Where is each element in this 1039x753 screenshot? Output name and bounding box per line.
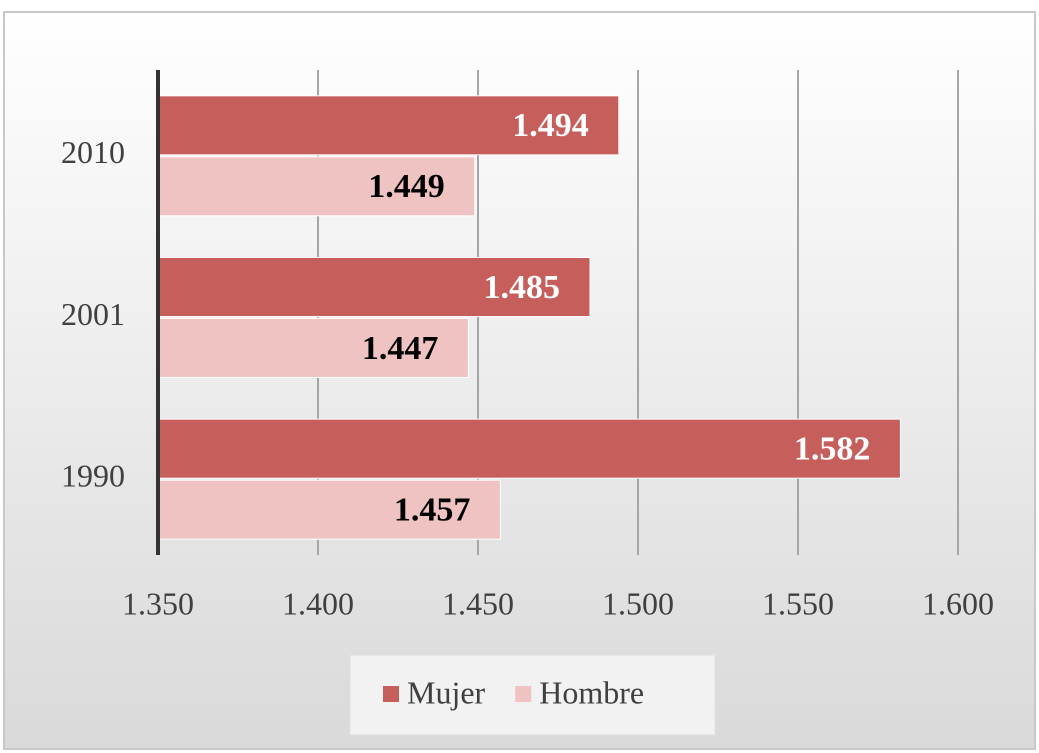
legend-swatch: [383, 686, 399, 702]
data-label: 1.449: [368, 168, 445, 205]
bar: [157, 257, 591, 317]
data-label: 1.494: [512, 107, 589, 144]
legend-box: [349, 654, 716, 736]
legend-label: Hombre: [539, 674, 644, 710]
bar: [157, 418, 901, 479]
data-label: 1.582: [794, 430, 871, 467]
data-label: 1.447: [362, 330, 439, 367]
x-tick-label: 1.350: [122, 585, 194, 621]
bar: [157, 318, 469, 378]
y-tick-label: 2001: [61, 296, 125, 332]
x-tick-label: 1.550: [762, 585, 834, 621]
bar: [157, 479, 501, 540]
legend-swatch: [515, 686, 532, 702]
y-tick-label: 2010: [61, 134, 125, 170]
x-tick-label: 1.450: [442, 585, 514, 621]
data-label: 1.485: [484, 269, 561, 306]
x-tick-label: 1.600: [922, 585, 994, 621]
bar: [157, 156, 476, 217]
x-tick-label: 1.400: [282, 585, 354, 621]
legend-label: Mujer: [407, 674, 486, 710]
x-tick-label: 1.500: [602, 585, 674, 621]
data-label: 1.457: [394, 491, 471, 528]
y-tick-label: 1990: [61, 458, 125, 494]
